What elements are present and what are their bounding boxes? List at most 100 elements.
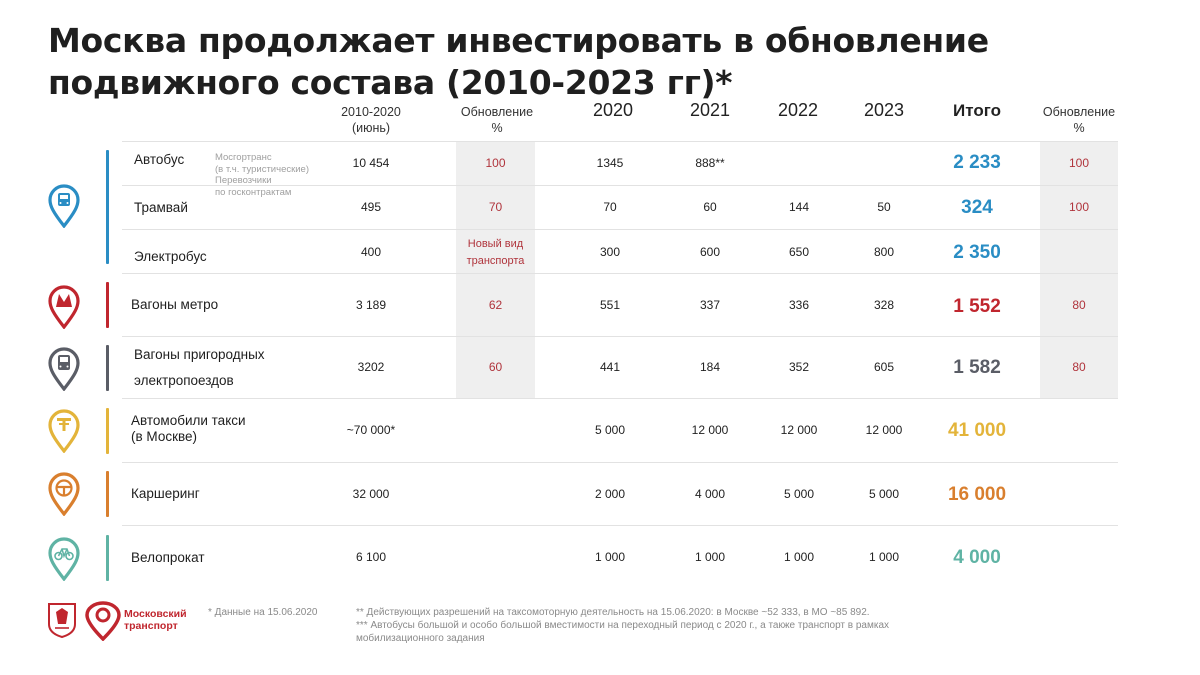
row-divider (122, 273, 1118, 274)
steering-wheel-icon (48, 472, 80, 516)
row-divider (122, 398, 1118, 399)
row-label-carsharing: Каршеринг (131, 486, 200, 501)
table-cell: 70 (488, 200, 503, 214)
row-label-electrobus: Электробус (134, 249, 207, 264)
table-cell: 100 (485, 156, 506, 170)
table-cell: 32 000 (352, 487, 390, 501)
total-value: 41 000 (947, 420, 1007, 441)
row-divider (122, 336, 1118, 337)
table-cell: 6 100 (355, 550, 387, 564)
suburban-train-icon (48, 347, 80, 391)
moscow-transport-logo-text: Московский транспорт (124, 608, 187, 632)
table-cell: 5 000 (783, 487, 815, 501)
table-cell: 3 189 (355, 298, 387, 312)
table-cell: 1 000 (594, 550, 626, 564)
total-value: 324 (961, 197, 993, 218)
footnote-2: ** Действующих разрешений на таксомоторн… (356, 607, 870, 618)
row-label-taxi: Автомобили такси (в Москве) (131, 413, 246, 444)
header-renewal-1: Обновление % (460, 105, 534, 135)
header-2022: 2022 (777, 100, 819, 120)
total-value: 16 000 (947, 484, 1007, 505)
table-cell: 3202 (357, 360, 385, 374)
table-cell: 441 (599, 360, 621, 374)
table-cell: ~70 000* (346, 423, 396, 437)
table-cell: 888** (695, 156, 725, 170)
bicycle-icon (48, 537, 80, 581)
moscow-coat-of-arms-icon (48, 603, 76, 638)
table-cell: 12 000 (780, 423, 818, 437)
table-cell: 600 (699, 245, 721, 259)
header-period: 2010-2020 (июнь) (341, 105, 401, 135)
table-cell: 4 000 (694, 487, 726, 501)
header-2023: 2023 (863, 100, 905, 120)
table-cell: 12 000 (865, 423, 903, 437)
category-bar-carsharing (106, 471, 109, 517)
row-divider (122, 185, 1118, 186)
table-cell: 605 (873, 360, 895, 374)
table-cell: 800 (873, 245, 895, 259)
table-cell: 100 (1068, 156, 1090, 170)
table-cell: 10 454 (352, 156, 390, 170)
metro-icon (48, 285, 80, 329)
footnote-3: *** Автобусы большой и особо большой вме… (356, 620, 890, 644)
total-value: 2 350 (953, 242, 1001, 263)
header-2021: 2021 (689, 100, 731, 120)
header-renewal-2: Обновление % (1042, 105, 1116, 135)
table-cell: 650 (788, 245, 810, 259)
table-cell: Новый вид транспорта (466, 238, 525, 267)
table-cell: 551 (599, 298, 621, 312)
category-bar-bike (106, 535, 109, 581)
table-cell: 300 (599, 245, 621, 259)
moscow-transport-logo-icon (85, 601, 121, 641)
table-cell: 100 (1068, 200, 1090, 214)
table-cell: 1 000 (783, 550, 815, 564)
table-cell: 5 000 (594, 423, 626, 437)
table-cell: 70 (603, 200, 617, 214)
category-bar-ground (106, 150, 109, 264)
table-cell: 328 (873, 298, 895, 312)
table-cell: 5 000 (868, 487, 900, 501)
renewal-column-shade-1 (456, 142, 535, 398)
row-label-bus: Автобус (134, 152, 185, 167)
footnote-1: * Данные на 15.06.2020 (208, 607, 318, 618)
header-total: Итого (953, 101, 1001, 120)
row-label-bike: Велопрокат (131, 550, 205, 565)
table-cell: 2 000 (594, 487, 626, 501)
table-cell: 60 (703, 200, 717, 214)
table-cell: 184 (699, 360, 721, 374)
table-cell: 60 (488, 360, 503, 374)
total-value: 2 233 (953, 152, 1001, 173)
table-cell: 336 (788, 298, 810, 312)
category-bar-rail (106, 345, 109, 391)
total-value: 4 000 (953, 547, 1001, 568)
table-cell: 337 (699, 298, 721, 312)
page-title: Москва продолжает инвестировать в обновл… (48, 21, 989, 102)
row-label-tram: Трамвай (134, 200, 188, 215)
total-value: 1 582 (953, 357, 1001, 378)
row-divider (122, 462, 1118, 463)
total-value: 1 552 (953, 296, 1001, 317)
table-cell: 1 000 (868, 550, 900, 564)
bus-tram-icon (48, 184, 80, 228)
table-cell: 1 000 (694, 550, 726, 564)
table-cell: 144 (788, 200, 810, 214)
table-cell: 12 000 (691, 423, 729, 437)
table-cell: 352 (788, 360, 810, 374)
bus-operator-note: Мосгортранс (в т.ч. туристические) Перев… (215, 152, 310, 198)
table-cell: 80 (1072, 360, 1086, 374)
table-cell: 495 (360, 200, 382, 214)
row-divider (122, 141, 1118, 142)
taxi-icon (48, 409, 80, 453)
table-cell: 1345 (596, 156, 624, 170)
category-bar-metro (106, 282, 109, 328)
row-label-suburban: Вагоны пригородных электропоездов (134, 347, 265, 388)
renewal-column-shade-2 (1040, 142, 1118, 398)
row-divider (122, 229, 1118, 230)
row-divider (122, 525, 1118, 526)
table-cell: 400 (360, 245, 382, 259)
category-bar-taxi (106, 408, 109, 454)
table-cell: 62 (488, 298, 503, 312)
header-2020: 2020 (592, 100, 634, 120)
row-label-metro: Вагоны метро (131, 297, 219, 312)
table-cell: 80 (1072, 298, 1086, 312)
